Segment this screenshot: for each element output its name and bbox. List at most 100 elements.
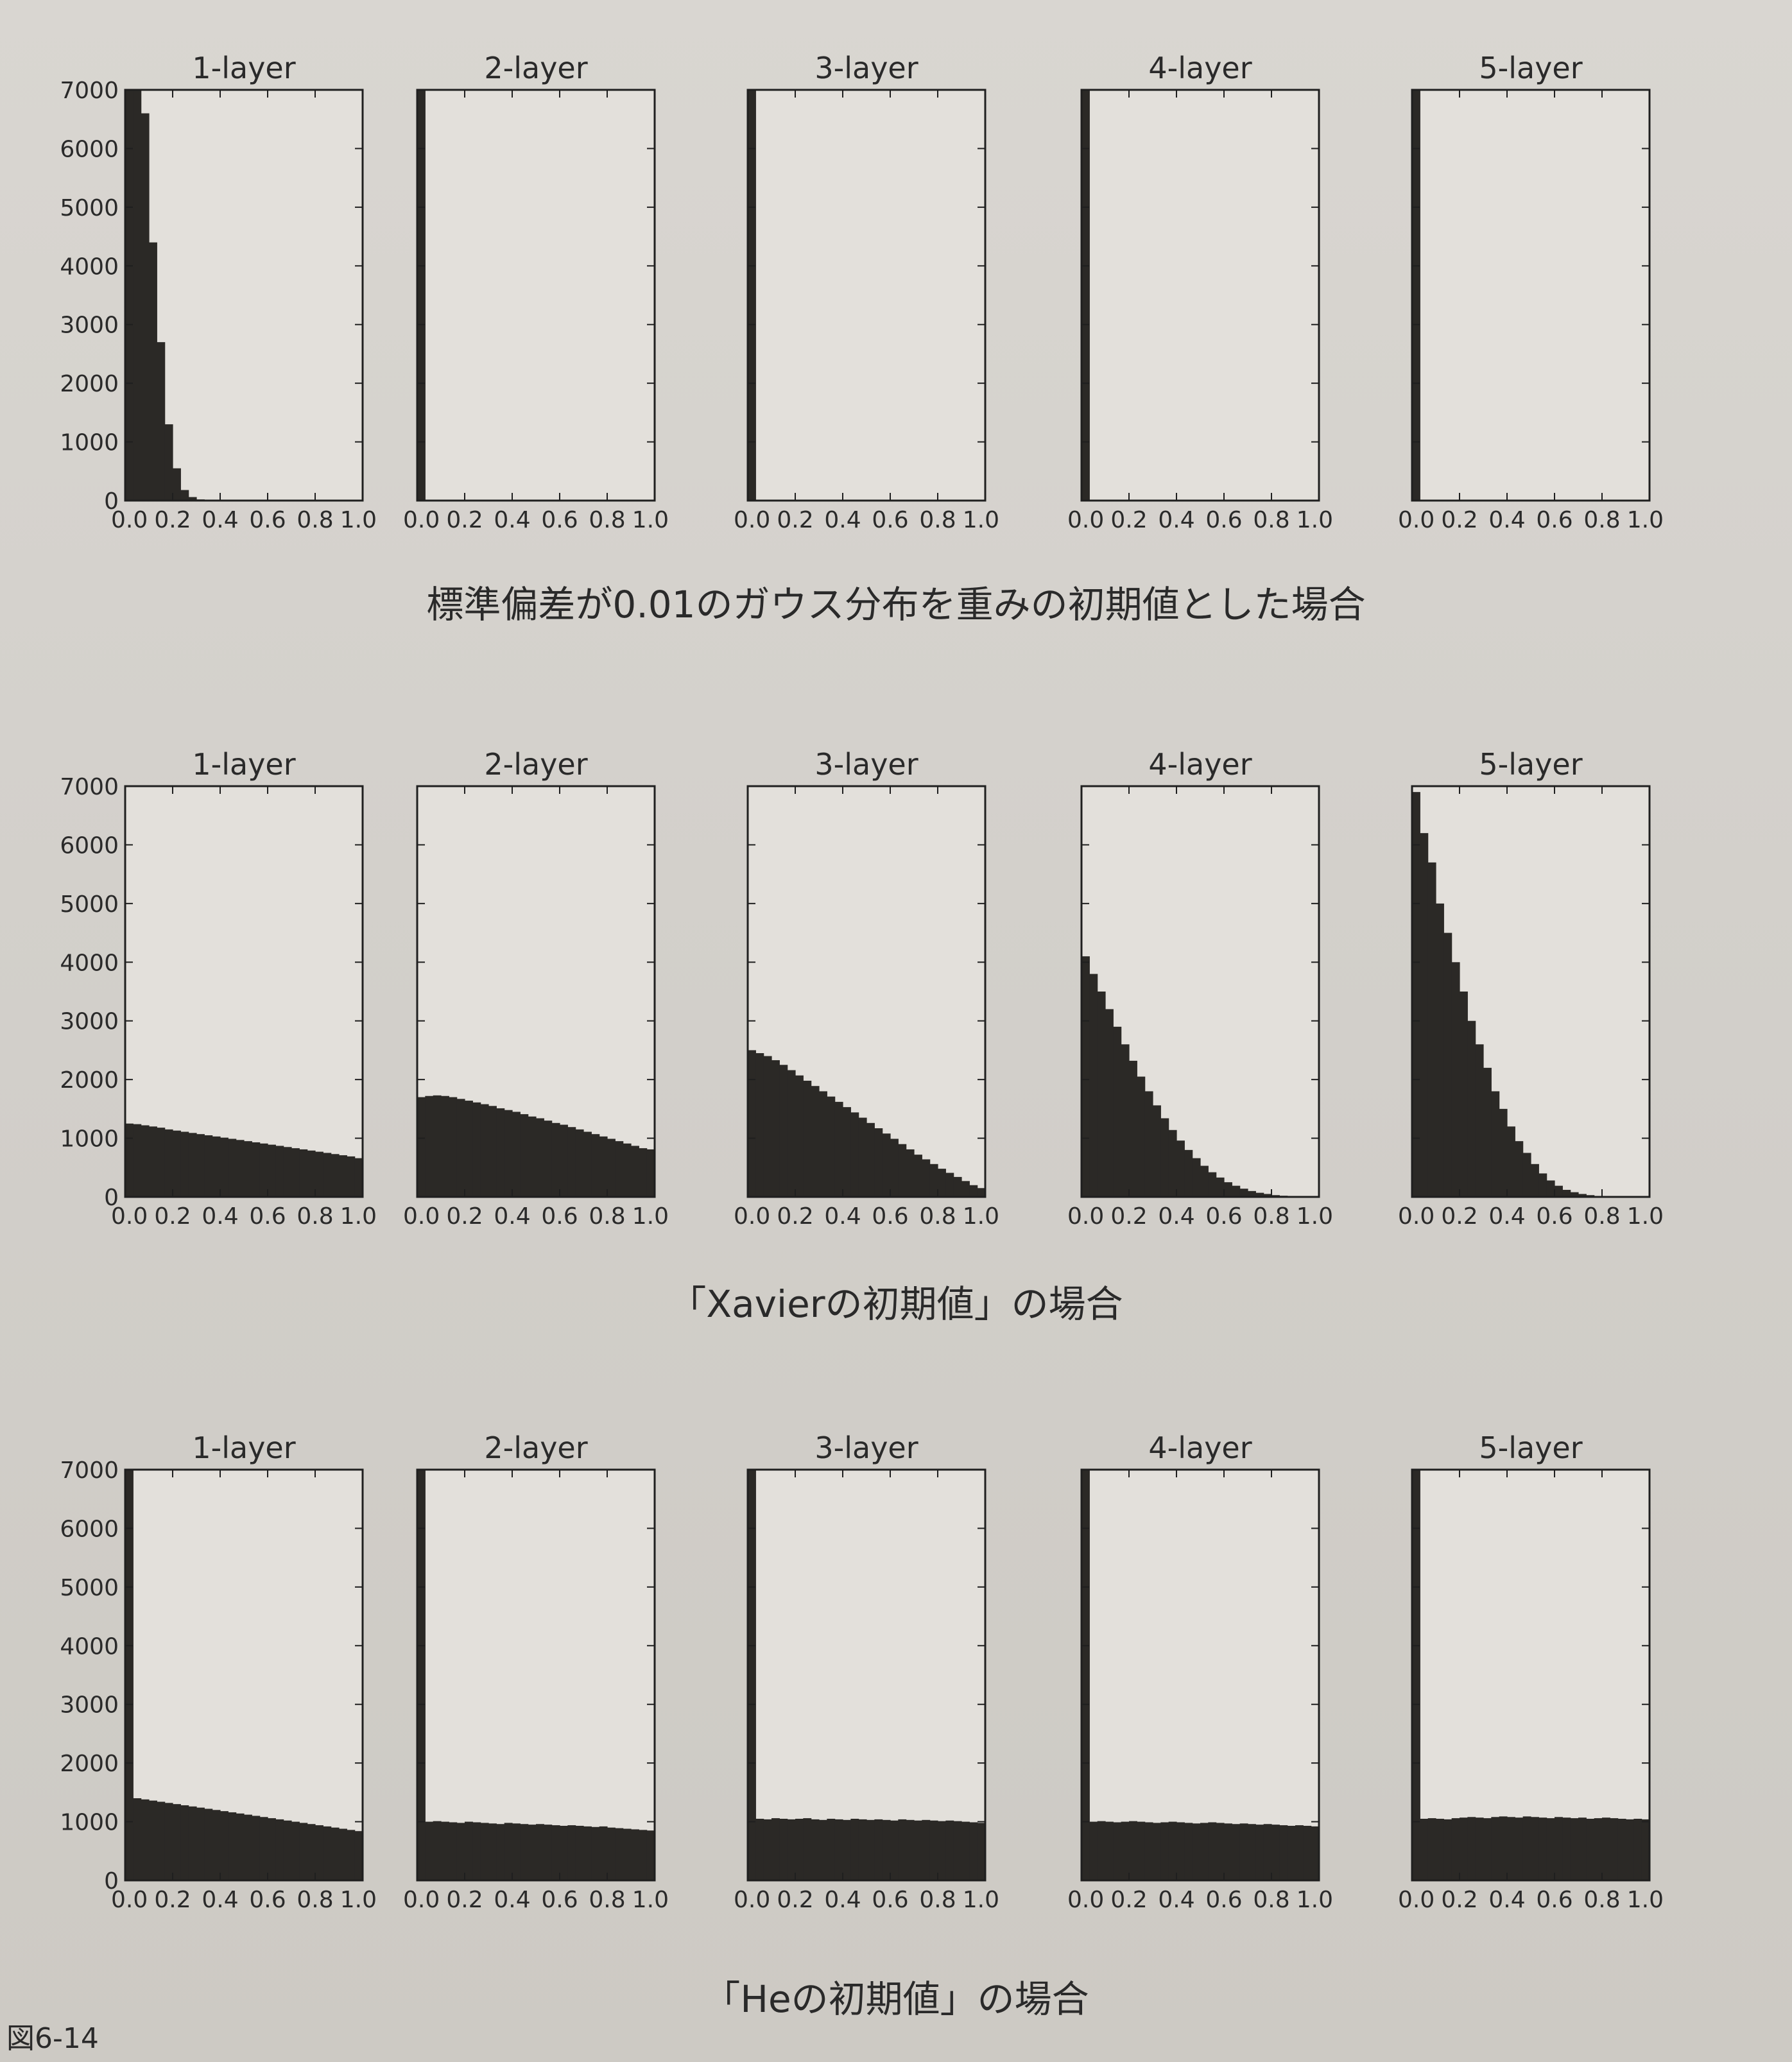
x-tick-label-r1-3-1: 0.2: [777, 507, 813, 533]
x-tick-label-r1-2-0: 0.0: [403, 507, 440, 533]
plot-frame-r2-4: [1080, 785, 1320, 1198]
histogram-bar-r3-5-29: [1641, 1819, 1650, 1880]
histogram-bar-r3-2-29: [646, 1830, 655, 1880]
histogram-bar-r2-1-25: [323, 1153, 332, 1197]
histogram-bar-r2-5-18: [1555, 1185, 1563, 1197]
y-tick-label-r2-1-2: 2000: [60, 1067, 119, 1094]
x-tick-label-r2-1-3: 0.6: [249, 1203, 286, 1230]
histogram-bar-r3-1-28: [347, 1830, 356, 1880]
x-tick-label-r2-5-0: 0.0: [1398, 1203, 1434, 1230]
x-tick-label-r1-5-5: 1.0: [1627, 507, 1664, 533]
histogram-bar-r3-2-24: [607, 1827, 616, 1880]
x-tick-label-r3-5-5: 1.0: [1627, 1887, 1664, 1913]
x-tick-label-r1-2-5: 1.0: [632, 507, 669, 533]
histogram-bar-r3-2-20: [575, 1825, 584, 1880]
histogram-bar-r2-1-10: [204, 1135, 213, 1197]
histogram-bar-r2-1-22: [299, 1149, 308, 1197]
histogram-bar-r3-3-3: [771, 1818, 780, 1880]
histogram-bar-r3-2-0: [417, 1470, 426, 1880]
histogram-bar-r3-4-16: [1208, 1822, 1217, 1880]
histogram-bar-r3-1-24: [315, 1825, 323, 1880]
x-tick-label-r1-1-0: 0.0: [111, 507, 148, 533]
y-tick-label-r2-1-4: 4000: [60, 950, 119, 976]
histogram-bar-r2-5-10: [1491, 1091, 1500, 1197]
histogram-bar-r3-1-2: [141, 1799, 150, 1880]
histogram-bar-r2-1-20: [283, 1147, 292, 1197]
x-tick-label-r2-2-0: 0.0: [403, 1203, 440, 1230]
histogram-bar-r3-5-18: [1555, 1817, 1563, 1880]
plot-frame-r1-3: [746, 89, 986, 502]
plot-frame-r1-1: [124, 89, 364, 502]
histogram-bar-r1-1-6: [173, 468, 181, 501]
histogram-bar-r2-4-2: [1097, 992, 1106, 1197]
y-tick-label-r3-1-7: 7000: [60, 1457, 119, 1484]
histogram-bar-r3-5-14: [1522, 1816, 1531, 1880]
histogram-bar-r3-1-6: [173, 1804, 181, 1880]
histogram-bar-r2-1-18: [268, 1144, 276, 1197]
x-tick-label-r3-3-4: 0.8: [919, 1887, 956, 1913]
histogram-bar-r2-5-14: [1522, 1153, 1531, 1197]
x-tick-label-r2-3-5: 1.0: [963, 1203, 999, 1230]
histogram-bar-r3-4-6: [1129, 1821, 1137, 1880]
x-tick-label-r2-3-1: 0.2: [777, 1203, 813, 1230]
x-tick-label-r3-2-5: 1.0: [632, 1887, 669, 1913]
x-tick-label-r1-5-2: 0.4: [1488, 507, 1525, 533]
histogram-bar-r2-4-18: [1224, 1182, 1232, 1197]
histogram-bar-r3-1-29: [354, 1831, 363, 1880]
x-tick-label-r1-3-2: 0.4: [824, 507, 861, 533]
subplot-title-r2-1: 1-layer: [192, 747, 295, 782]
plot-frame-r3-3: [746, 1468, 986, 1882]
histogram-bar-r3-5-7: [1467, 1817, 1476, 1880]
histogram-bar-r3-1-25: [323, 1826, 332, 1880]
histogram-bar-r3-4-25: [1279, 1825, 1288, 1880]
x-tick-label-r2-2-1: 0.2: [446, 1203, 483, 1230]
histogram-bar-r2-5-0: [1412, 792, 1420, 1197]
histogram-bar-r3-4-21: [1248, 1824, 1256, 1880]
y-tick-label-r1-1-2: 2000: [60, 371, 119, 397]
y-tick-label-r3-1-5: 5000: [60, 1575, 119, 1601]
histogram-bar-r3-1-1: [133, 1798, 142, 1880]
histogram-bar-r3-1-15: [244, 1814, 252, 1880]
histogram-bar-r2-1-28: [347, 1156, 356, 1197]
x-tick-label-r1-1-2: 0.4: [202, 507, 238, 533]
histogram-bar-r3-3-9: [819, 1819, 827, 1880]
histogram-bar-r2-3-7: [803, 1080, 812, 1197]
histogram-bar-r3-5-2: [1427, 1818, 1436, 1880]
histogram-bar-r3-4-19: [1232, 1824, 1241, 1880]
histogram-bar-r3-3-28: [969, 1822, 978, 1880]
histogram-bar-r3-4-12: [1176, 1822, 1185, 1880]
x-tick-label-r3-4-5: 1.0: [1297, 1887, 1333, 1913]
x-tick-label-r1-4-5: 1.0: [1297, 507, 1333, 533]
x-tick-label-r1-1-1: 0.2: [154, 507, 191, 533]
subplot-title-r1-5: 5-layer: [1479, 51, 1582, 85]
histogram-bar-r2-1-3: [149, 1126, 157, 1197]
histogram-bar-r2-4-20: [1239, 1189, 1248, 1197]
x-tick-label-r1-1-4: 0.8: [297, 507, 333, 533]
histogram-bar-r2-1-24: [315, 1151, 323, 1197]
histogram-bar-r3-4-2: [1097, 1821, 1106, 1880]
histogram-bar-r3-1-26: [331, 1827, 340, 1880]
x-tick-label-r2-2-3: 0.6: [541, 1203, 578, 1230]
histogram-bar-r2-2-27: [631, 1146, 639, 1197]
histogram-bar-r3-2-13: [520, 1824, 529, 1880]
x-tick-label-r2-4-2: 0.4: [1158, 1203, 1194, 1230]
histogram-bar-r1-1-5: [164, 424, 173, 501]
histogram-bar-r1-2-0: [417, 90, 426, 501]
histogram-bar-r3-3-24: [938, 1821, 946, 1880]
histogram-bar-r3-2-8: [480, 1823, 489, 1880]
x-tick-label-r3-1-3: 0.6: [249, 1887, 286, 1913]
subplot-title-r2-3: 3-layer: [814, 747, 918, 782]
x-tick-label-r1-3-4: 0.8: [919, 507, 956, 533]
histogram-bar-r3-1-16: [252, 1816, 261, 1880]
histogram-bar-r2-2-14: [528, 1116, 537, 1197]
histogram-bar-r3-4-23: [1263, 1824, 1272, 1880]
x-tick-label-r2-5-4: 0.8: [1583, 1203, 1620, 1230]
x-tick-label-r1-4-2: 0.4: [1158, 507, 1194, 533]
histogram-bar-r3-3-0: [748, 1470, 756, 1880]
histogram-bar-r2-3-25: [945, 1173, 954, 1197]
histogram-bar-r3-5-3: [1436, 1819, 1444, 1880]
x-tick-label-r2-3-0: 0.0: [734, 1203, 770, 1230]
histogram-bar-r2-5-4: [1443, 932, 1452, 1197]
histogram-bar-r3-4-11: [1168, 1821, 1177, 1880]
histogram-bar-r2-1-11: [212, 1136, 221, 1197]
